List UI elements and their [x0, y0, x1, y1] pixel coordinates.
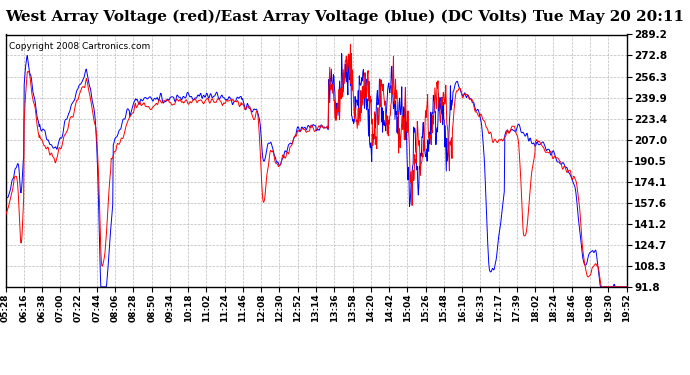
Text: Copyright 2008 Cartronics.com: Copyright 2008 Cartronics.com: [8, 42, 150, 51]
Text: West Array Voltage (red)/East Array Voltage (blue) (DC Volts) Tue May 20 20:11: West Array Voltage (red)/East Array Volt…: [6, 9, 684, 24]
